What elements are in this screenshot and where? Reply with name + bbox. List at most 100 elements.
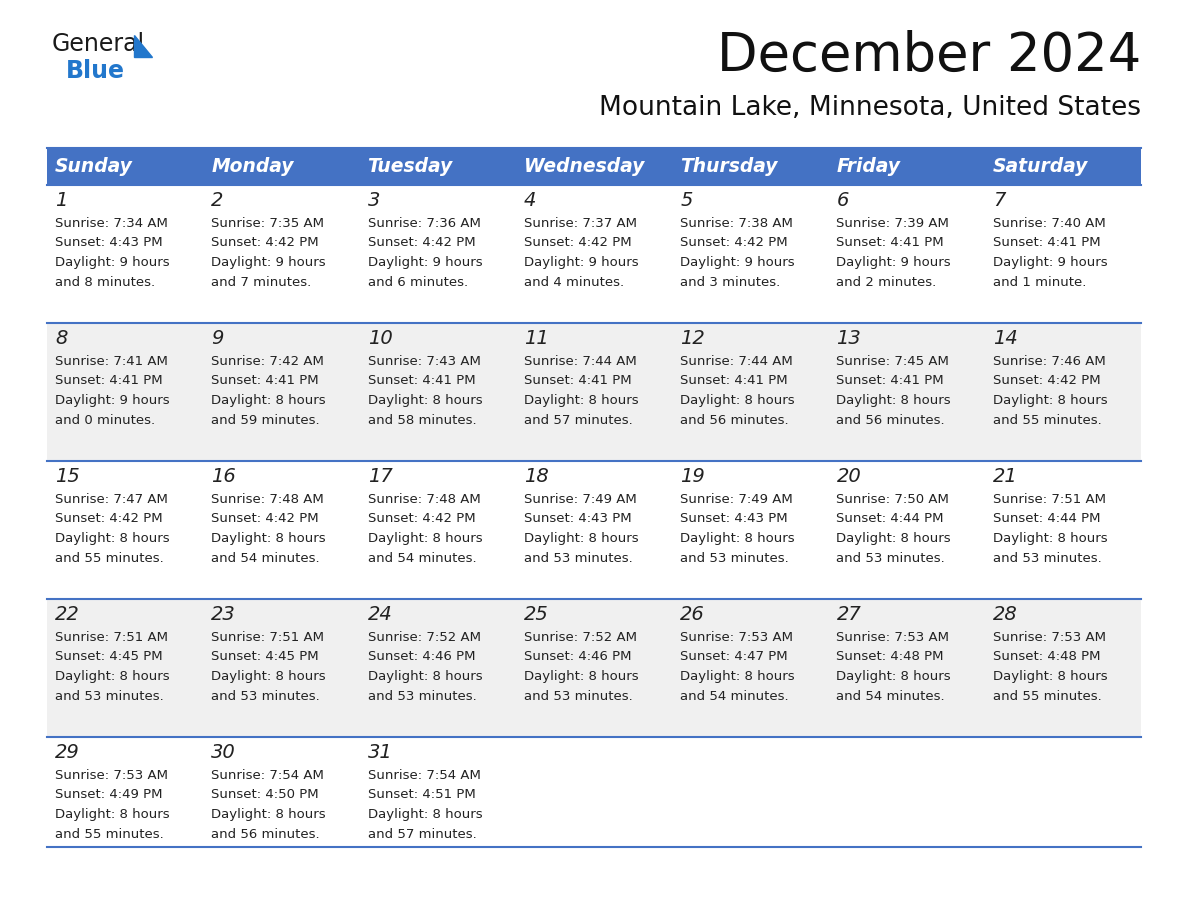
Text: Daylight: 8 hours: Daylight: 8 hours bbox=[367, 394, 482, 407]
Text: Sunrise: 7:34 AM: Sunrise: 7:34 AM bbox=[55, 217, 168, 230]
Text: Sunset: 4:48 PM: Sunset: 4:48 PM bbox=[836, 651, 944, 664]
Text: Sunset: 4:41 PM: Sunset: 4:41 PM bbox=[367, 375, 475, 387]
Text: Sunset: 4:42 PM: Sunset: 4:42 PM bbox=[211, 512, 318, 525]
Text: Daylight: 9 hours: Daylight: 9 hours bbox=[211, 256, 326, 269]
Text: Daylight: 8 hours: Daylight: 8 hours bbox=[681, 532, 795, 545]
Bar bbox=[360, 323, 516, 461]
Bar bbox=[360, 599, 516, 737]
Bar bbox=[203, 737, 360, 847]
Text: Daylight: 8 hours: Daylight: 8 hours bbox=[55, 808, 170, 821]
Text: Sunset: 4:43 PM: Sunset: 4:43 PM bbox=[681, 512, 788, 525]
Text: Daylight: 8 hours: Daylight: 8 hours bbox=[211, 532, 326, 545]
Text: and 0 minutes.: and 0 minutes. bbox=[55, 413, 156, 427]
Text: 19: 19 bbox=[681, 467, 704, 486]
Bar bbox=[516, 599, 672, 737]
Text: and 55 minutes.: and 55 minutes. bbox=[993, 689, 1101, 702]
Bar bbox=[203, 148, 360, 185]
Text: and 53 minutes.: and 53 minutes. bbox=[211, 689, 320, 702]
Text: 22: 22 bbox=[55, 605, 80, 624]
Text: Thursday: Thursday bbox=[681, 157, 778, 176]
Text: Sunset: 4:50 PM: Sunset: 4:50 PM bbox=[211, 789, 318, 801]
Text: Sunrise: 7:49 AM: Sunrise: 7:49 AM bbox=[681, 493, 792, 506]
Text: Sunrise: 7:44 AM: Sunrise: 7:44 AM bbox=[681, 355, 792, 368]
Text: Daylight: 8 hours: Daylight: 8 hours bbox=[367, 670, 482, 683]
Text: 30: 30 bbox=[211, 743, 236, 762]
Text: 4: 4 bbox=[524, 191, 536, 210]
Text: and 53 minutes.: and 53 minutes. bbox=[836, 552, 946, 565]
Text: 6: 6 bbox=[836, 191, 848, 210]
Text: Saturday: Saturday bbox=[993, 157, 1088, 176]
Text: Sunrise: 7:38 AM: Sunrise: 7:38 AM bbox=[681, 217, 794, 230]
Text: and 53 minutes.: and 53 minutes. bbox=[55, 689, 164, 702]
Bar bbox=[203, 461, 360, 599]
Text: Sunset: 4:41 PM: Sunset: 4:41 PM bbox=[55, 375, 163, 387]
Text: Daylight: 8 hours: Daylight: 8 hours bbox=[836, 394, 952, 407]
Text: Sunrise: 7:51 AM: Sunrise: 7:51 AM bbox=[55, 631, 168, 644]
Text: Sunset: 4:48 PM: Sunset: 4:48 PM bbox=[993, 651, 1100, 664]
Text: Sunrise: 7:48 AM: Sunrise: 7:48 AM bbox=[367, 493, 480, 506]
Text: General: General bbox=[52, 32, 145, 56]
Bar bbox=[828, 148, 985, 185]
Bar bbox=[672, 461, 828, 599]
Text: Sunrise: 7:54 AM: Sunrise: 7:54 AM bbox=[211, 769, 324, 782]
Text: Daylight: 8 hours: Daylight: 8 hours bbox=[524, 394, 638, 407]
Bar bbox=[828, 599, 985, 737]
Text: Sunrise: 7:46 AM: Sunrise: 7:46 AM bbox=[993, 355, 1106, 368]
Text: 16: 16 bbox=[211, 467, 236, 486]
Text: and 54 minutes.: and 54 minutes. bbox=[836, 689, 944, 702]
Bar bbox=[203, 185, 360, 323]
Text: Sunset: 4:46 PM: Sunset: 4:46 PM bbox=[524, 651, 631, 664]
Bar bbox=[48, 461, 203, 599]
Text: Daylight: 8 hours: Daylight: 8 hours bbox=[55, 670, 170, 683]
Text: 23: 23 bbox=[211, 605, 236, 624]
Bar bbox=[672, 323, 828, 461]
Text: 20: 20 bbox=[836, 467, 861, 486]
Text: Daylight: 9 hours: Daylight: 9 hours bbox=[993, 256, 1107, 269]
Text: and 56 minutes.: and 56 minutes. bbox=[211, 827, 320, 841]
Text: 29: 29 bbox=[55, 743, 80, 762]
Text: Daylight: 9 hours: Daylight: 9 hours bbox=[367, 256, 482, 269]
Text: Daylight: 9 hours: Daylight: 9 hours bbox=[836, 256, 952, 269]
Text: and 3 minutes.: and 3 minutes. bbox=[681, 275, 781, 288]
Text: Daylight: 9 hours: Daylight: 9 hours bbox=[55, 256, 170, 269]
Text: Daylight: 8 hours: Daylight: 8 hours bbox=[836, 670, 952, 683]
Text: and 58 minutes.: and 58 minutes. bbox=[367, 413, 476, 427]
Text: 25: 25 bbox=[524, 605, 549, 624]
Bar bbox=[360, 185, 516, 323]
Text: Sunrise: 7:48 AM: Sunrise: 7:48 AM bbox=[211, 493, 324, 506]
Text: Daylight: 8 hours: Daylight: 8 hours bbox=[211, 394, 326, 407]
Text: Sunset: 4:43 PM: Sunset: 4:43 PM bbox=[55, 237, 163, 250]
Text: Sunset: 4:41 PM: Sunset: 4:41 PM bbox=[836, 237, 944, 250]
Text: Sunrise: 7:45 AM: Sunrise: 7:45 AM bbox=[836, 355, 949, 368]
Text: and 53 minutes.: and 53 minutes. bbox=[524, 552, 632, 565]
Text: Daylight: 9 hours: Daylight: 9 hours bbox=[524, 256, 638, 269]
Bar bbox=[672, 599, 828, 737]
Text: Sunrise: 7:51 AM: Sunrise: 7:51 AM bbox=[211, 631, 324, 644]
Text: Sunrise: 7:47 AM: Sunrise: 7:47 AM bbox=[55, 493, 168, 506]
Text: Blue: Blue bbox=[67, 59, 125, 83]
Text: Sunset: 4:42 PM: Sunset: 4:42 PM bbox=[367, 237, 475, 250]
Text: and 53 minutes.: and 53 minutes. bbox=[524, 689, 632, 702]
Text: Sunset: 4:42 PM: Sunset: 4:42 PM bbox=[367, 512, 475, 525]
Text: Sunset: 4:41 PM: Sunset: 4:41 PM bbox=[681, 375, 788, 387]
Text: Sunset: 4:46 PM: Sunset: 4:46 PM bbox=[367, 651, 475, 664]
Text: 17: 17 bbox=[367, 467, 392, 486]
Text: Sunrise: 7:53 AM: Sunrise: 7:53 AM bbox=[836, 631, 949, 644]
Text: Sunrise: 7:54 AM: Sunrise: 7:54 AM bbox=[367, 769, 480, 782]
Text: Sunrise: 7:40 AM: Sunrise: 7:40 AM bbox=[993, 217, 1106, 230]
Text: Sunset: 4:41 PM: Sunset: 4:41 PM bbox=[524, 375, 632, 387]
Text: Sunrise: 7:50 AM: Sunrise: 7:50 AM bbox=[836, 493, 949, 506]
Text: Daylight: 8 hours: Daylight: 8 hours bbox=[993, 532, 1107, 545]
Text: Sunset: 4:45 PM: Sunset: 4:45 PM bbox=[55, 651, 163, 664]
Text: and 4 minutes.: and 4 minutes. bbox=[524, 275, 624, 288]
Text: Wednesday: Wednesday bbox=[524, 157, 644, 176]
Text: and 57 minutes.: and 57 minutes. bbox=[524, 413, 632, 427]
Bar bbox=[985, 737, 1140, 847]
Text: Daylight: 8 hours: Daylight: 8 hours bbox=[211, 670, 326, 683]
Text: 24: 24 bbox=[367, 605, 392, 624]
Text: Daylight: 8 hours: Daylight: 8 hours bbox=[367, 532, 482, 545]
Text: 3: 3 bbox=[367, 191, 380, 210]
Text: 14: 14 bbox=[993, 329, 1017, 348]
Text: Sunrise: 7:43 AM: Sunrise: 7:43 AM bbox=[367, 355, 480, 368]
Text: Sunrise: 7:51 AM: Sunrise: 7:51 AM bbox=[993, 493, 1106, 506]
